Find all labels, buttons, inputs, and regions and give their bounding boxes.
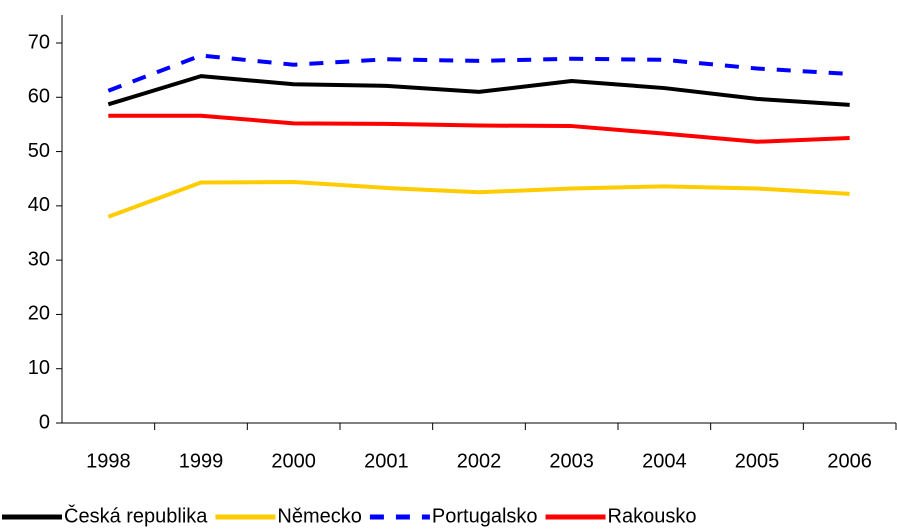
x-tick-label: 2003 [549, 450, 594, 472]
y-tick-label: 10 [28, 357, 50, 379]
y-tick-label: 50 [28, 140, 50, 162]
y-tick-label: 0 [39, 411, 50, 433]
y-tick-label: 30 [28, 248, 50, 270]
x-tick-label: 1998 [86, 450, 131, 472]
x-tick-label: 2002 [457, 450, 502, 472]
series-line [107, 179, 850, 219]
x-tick-label: 2000 [271, 450, 316, 472]
y-tick-label: 40 [28, 194, 50, 216]
y-tick-label: 20 [28, 303, 50, 325]
series-line [107, 53, 850, 93]
x-tick-label: 1999 [179, 450, 224, 472]
legend-label: Německo [277, 505, 361, 527]
x-tick-label: 2005 [735, 450, 780, 472]
y-tick-label: 60 [28, 86, 50, 108]
x-tick-label: 2004 [642, 450, 687, 472]
series-line [107, 74, 850, 107]
legend-label: Portugalsko [432, 505, 538, 527]
x-tick-label: 2001 [364, 450, 409, 472]
x-tick-label: 2006 [827, 450, 872, 472]
legend-label: Rakousko [608, 505, 697, 527]
legend-label: Česká republika [64, 504, 208, 527]
y-tick-label: 70 [28, 31, 50, 53]
series-line [108, 113, 850, 144]
